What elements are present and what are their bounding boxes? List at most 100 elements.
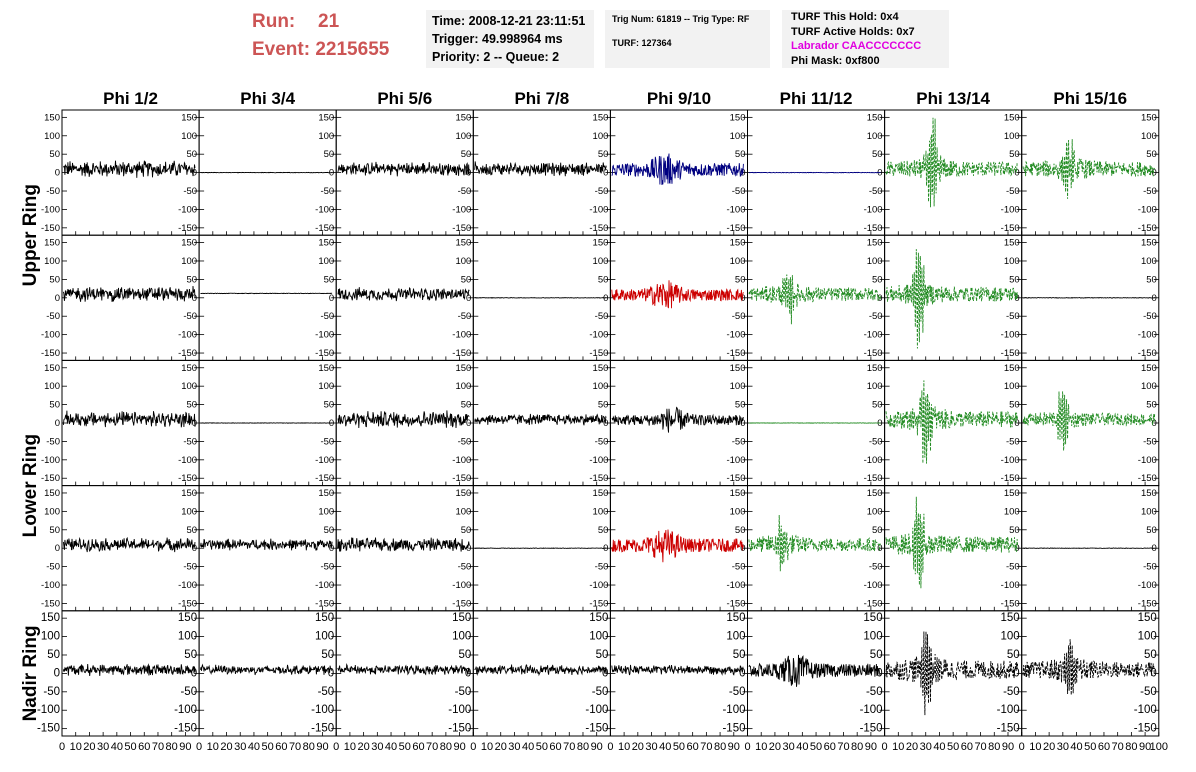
y-tick-label: 100 bbox=[730, 256, 746, 267]
y-tick-label: 50 bbox=[735, 400, 746, 411]
y-tick-label: 100 bbox=[1004, 131, 1020, 142]
x-tick-label: 70 bbox=[152, 741, 164, 753]
y-tick-label: -100 bbox=[1001, 204, 1020, 215]
y-tick-label: -50 bbox=[1003, 686, 1020, 698]
y-tick-label: -100 bbox=[726, 455, 745, 466]
x-tick-label: 0 bbox=[333, 741, 339, 753]
x-tick-label: 30 bbox=[920, 741, 932, 753]
y-tick-label: 0 bbox=[329, 418, 334, 429]
column-header: Phi 7/8 bbox=[514, 89, 569, 108]
y-tick-label: 150 bbox=[318, 488, 334, 499]
y-tick-label: 0 bbox=[603, 543, 608, 554]
y-tick-label: -50 bbox=[869, 186, 883, 197]
y-tick-label: 100 bbox=[318, 256, 334, 267]
y-tick-label: 50 bbox=[1009, 400, 1020, 411]
x-tick-label: 80 bbox=[1125, 741, 1137, 753]
y-tick-label: -100 bbox=[1134, 704, 1157, 716]
y-tick-label: 100 bbox=[1004, 381, 1020, 392]
y-tick-label: -100 bbox=[41, 204, 60, 215]
y-tick-label: -50 bbox=[320, 186, 334, 197]
event-value: 2215655 bbox=[315, 39, 390, 60]
y-tick-label: 50 bbox=[598, 149, 609, 160]
y-tick-label: 0 bbox=[877, 168, 882, 179]
waveform-trace bbox=[474, 413, 607, 426]
y-tick-label: 100 bbox=[1141, 256, 1157, 267]
y-tick-label: 150 bbox=[1004, 112, 1020, 123]
y-tick-label: 150 bbox=[593, 363, 609, 374]
y-tick-label: -150 bbox=[1001, 223, 1020, 234]
y-tick-label: -100 bbox=[452, 455, 471, 466]
y-tick-label: 100 bbox=[589, 631, 608, 643]
y-tick-label: 150 bbox=[318, 363, 334, 374]
y-tick-label: 50 bbox=[735, 274, 746, 285]
waveform-trace bbox=[200, 538, 333, 551]
y-tick-label: 50 bbox=[1009, 525, 1020, 536]
y-tick-label: -100 bbox=[864, 330, 883, 341]
column-header: Phi 3/4 bbox=[240, 89, 295, 108]
y-tick-label: 150 bbox=[181, 363, 197, 374]
y-tick-label: -100 bbox=[1138, 204, 1157, 215]
y-tick-label: 100 bbox=[455, 381, 471, 392]
panel-frame bbox=[61, 485, 200, 612]
y-tick-label: -100 bbox=[178, 455, 197, 466]
y-tick-label: -100 bbox=[589, 330, 608, 341]
y-tick-label: 100 bbox=[41, 631, 60, 643]
y-tick-label: -100 bbox=[1001, 330, 1020, 341]
waveform-trace bbox=[200, 663, 333, 676]
y-tick-label: 100 bbox=[44, 131, 60, 142]
y-tick-label: -150 bbox=[452, 598, 471, 609]
y-tick-label: 100 bbox=[1141, 131, 1157, 142]
y-tick-label: 50 bbox=[1144, 649, 1157, 661]
y-tick-label: 150 bbox=[1141, 112, 1157, 123]
y-tick-label: 150 bbox=[1004, 488, 1020, 499]
y-tick-label: -100 bbox=[448, 704, 471, 716]
y-tick-label: -150 bbox=[311, 723, 334, 735]
x-tick-label: 0 bbox=[744, 741, 750, 753]
y-tick-label: 100 bbox=[867, 381, 883, 392]
x-tick-label: 70 bbox=[700, 741, 712, 753]
x-tick-label: 30 bbox=[371, 741, 383, 753]
y-tick-label: -150 bbox=[589, 348, 608, 359]
x-tick-label: 50 bbox=[124, 741, 136, 753]
y-tick-label: 50 bbox=[1146, 400, 1157, 411]
y-tick-label: 0 bbox=[55, 293, 60, 304]
y-tick-label: 100 bbox=[1138, 631, 1157, 643]
waveform-trace bbox=[1022, 391, 1156, 451]
turf-active-holds: TURF Active Holds: 0x7 bbox=[791, 25, 915, 38]
y-tick-label: 50 bbox=[187, 400, 198, 411]
run-line: Run: 21 bbox=[252, 8, 389, 36]
y-tick-label: -150 bbox=[1001, 598, 1020, 609]
y-tick-label: -50 bbox=[732, 186, 746, 197]
x-tick-label: 70 bbox=[289, 741, 301, 753]
y-tick-label: 100 bbox=[1004, 256, 1020, 267]
x-tick-label: 80 bbox=[577, 741, 589, 753]
y-tick-label: -50 bbox=[1006, 311, 1020, 322]
y-tick-label: 100 bbox=[1141, 381, 1157, 392]
y-tick-label: 150 bbox=[318, 112, 334, 123]
y-tick-label: -50 bbox=[183, 311, 197, 322]
waveform-trace bbox=[474, 663, 607, 677]
trigger-text: Trigger: 49.998964 ms bbox=[432, 32, 563, 46]
y-tick-label: -50 bbox=[595, 311, 609, 322]
x-tick-label: 30 bbox=[645, 741, 657, 753]
y-tick-label: -150 bbox=[178, 473, 197, 484]
x-tick-label: 10 bbox=[892, 741, 904, 753]
y-tick-label: 150 bbox=[455, 112, 471, 123]
y-tick-label: 100 bbox=[181, 256, 197, 267]
y-tick-label: -150 bbox=[585, 723, 608, 735]
y-tick-label: 50 bbox=[733, 649, 746, 661]
row-label: Upper Ring bbox=[20, 184, 41, 286]
y-tick-label: -150 bbox=[178, 598, 197, 609]
x-tick-label: 40 bbox=[659, 741, 671, 753]
waveform-trace bbox=[885, 380, 1019, 464]
y-tick-label: 0 bbox=[328, 667, 334, 679]
y-tick-label: -100 bbox=[41, 455, 60, 466]
x-tick-label: 10 bbox=[207, 741, 219, 753]
y-tick-label: -100 bbox=[864, 204, 883, 215]
y-tick-label: 150 bbox=[178, 612, 197, 624]
x-tick-label: 40 bbox=[933, 741, 945, 753]
y-tick-label: -50 bbox=[869, 562, 883, 573]
x-tick-label: 60 bbox=[138, 741, 150, 753]
y-tick-label: 150 bbox=[44, 238, 60, 249]
